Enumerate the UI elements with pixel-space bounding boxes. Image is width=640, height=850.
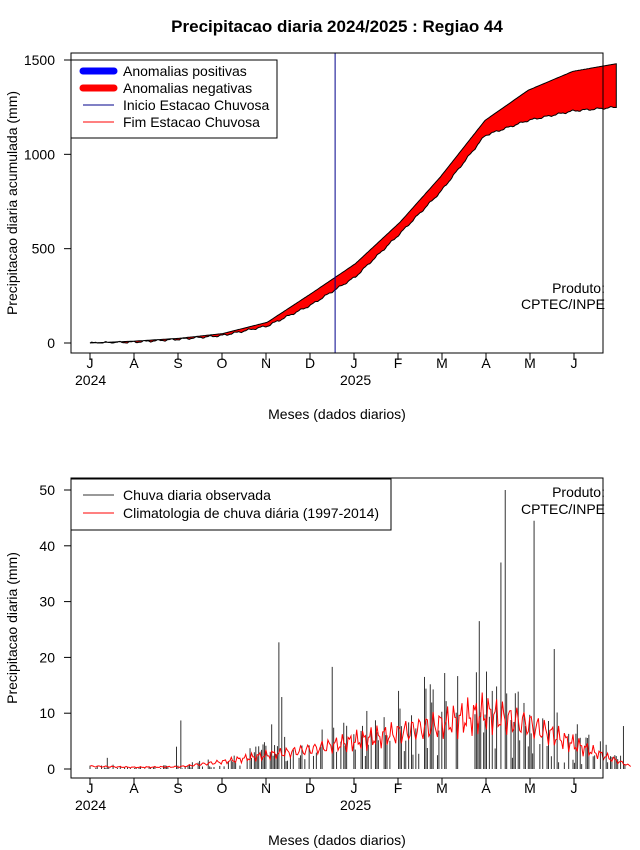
- y-tick-label: 20: [39, 649, 55, 665]
- x-tick-label: J: [351, 780, 358, 796]
- x-tick-label: A: [129, 355, 139, 371]
- x-tick-label: J: [571, 355, 578, 371]
- year-label: 2025: [340, 797, 371, 813]
- y-tick-label: 500: [32, 241, 56, 257]
- x-tick-label: S: [173, 780, 182, 796]
- cumulative-chart: 0 500 1000 1500 J A S O N D J F M A M J Precipitacao d…: [4, 52, 617, 422]
- legend-label: Climatologia de chuva diária (1997-2014): [123, 505, 379, 521]
- x-tick-label: J: [351, 355, 358, 371]
- y-axis-ticks: 0 500 1000 1500: [24, 52, 71, 351]
- legend-label: Chuva diaria observada: [123, 487, 271, 503]
- x-tick-label: F: [394, 355, 403, 371]
- x-tick-label: D: [305, 355, 315, 371]
- credit-annotation: Produto:: [552, 484, 605, 500]
- year-label: 2025: [340, 372, 371, 388]
- y-axis-ticks: 0 10 20 30 40 50: [39, 482, 71, 777]
- y-tick-label: 40: [39, 538, 55, 554]
- legend-label: Fim Estacao Chuvosa: [123, 114, 260, 130]
- daily-chart: 0 10 20 30 40 50 J A S O N D J F M A M J Precipitacao di…: [4, 477, 632, 848]
- x-tick-label: M: [524, 780, 536, 796]
- year-label: 2024: [75, 372, 106, 388]
- legend: Anomalias positivas Anomalias negativas …: [70, 59, 278, 139]
- plot-frame: [70, 477, 604, 779]
- x-tick-label: O: [217, 780, 228, 796]
- y-axis-label: Precipitacao diaria acumulada (mm): [4, 91, 20, 315]
- credit-annotation: CPTEC/INPE: [521, 296, 605, 312]
- legend-label: Anomalias positivas: [123, 63, 247, 79]
- y-tick-label: 0: [47, 761, 55, 777]
- x-tick-label: M: [436, 355, 448, 371]
- y-tick-label: 1500: [24, 52, 55, 68]
- x-tick-label: A: [129, 780, 139, 796]
- y-tick-label: 0: [47, 335, 55, 351]
- plot-frame: [70, 52, 604, 354]
- y-tick-label: 30: [39, 594, 55, 610]
- x-tick-label: O: [217, 355, 228, 371]
- y-tick-label: 50: [39, 482, 55, 498]
- x-tick-label: N: [261, 355, 271, 371]
- x-tick-label: F: [394, 780, 403, 796]
- x-tick-label: J: [87, 355, 94, 371]
- anomaly-band: [89, 63, 617, 344]
- x-tick-label: A: [481, 355, 491, 371]
- year-label: 2024: [75, 797, 106, 813]
- legend: Chuva diaria observada Climatologia de c…: [70, 478, 392, 531]
- legend-label: Anomalias negativas: [123, 80, 252, 96]
- credit-annotation: Produto:: [552, 280, 605, 296]
- observed-bars: [89, 490, 626, 769]
- x-tick-label: A: [481, 780, 491, 796]
- x-tick-label: S: [173, 355, 182, 371]
- x-axis-label: Meses (dados diarios): [268, 406, 406, 422]
- x-axis-label: Meses (dados diarios): [268, 832, 406, 848]
- x-tick-label: J: [571, 780, 578, 796]
- y-tick-label: 1000: [24, 146, 55, 162]
- legend-label: Inicio Estacao Chuvosa: [123, 97, 270, 113]
- x-tick-label: M: [524, 355, 536, 371]
- x-tick-label: N: [261, 780, 271, 796]
- credit-annotation: CPTEC/INPE: [521, 501, 605, 517]
- chart-title: Precipitacao diaria 2024/2025 : Regiao 4…: [171, 17, 503, 36]
- y-tick-label: 10: [39, 705, 55, 721]
- x-tick-label: M: [436, 780, 448, 796]
- x-tick-label: J: [87, 780, 94, 796]
- y-axis-label: Precipitacao diaria (mm): [4, 552, 20, 704]
- climatology-line: [89, 692, 632, 769]
- x-tick-label: D: [305, 780, 315, 796]
